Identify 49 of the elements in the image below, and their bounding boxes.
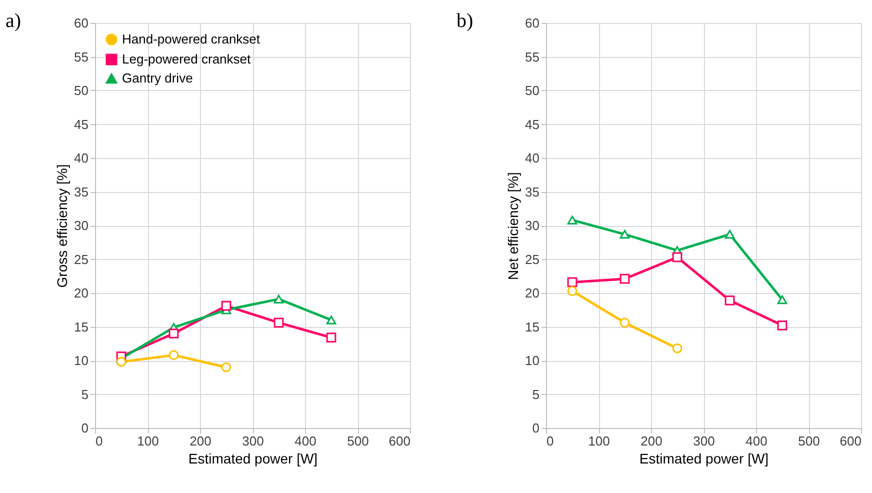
legend-label: Leg-powered crankset xyxy=(122,52,252,66)
x-tick-label: 300 xyxy=(693,434,715,448)
legend-label: Hand-powered crankset xyxy=(122,32,260,46)
y-tick-label: 60 xyxy=(74,16,88,30)
y-tick-label: 35 xyxy=(74,184,88,200)
y-tick-label: 30 xyxy=(74,218,88,233)
x-tick-label: 0 xyxy=(96,434,103,448)
y-tick-label: 30 xyxy=(525,218,540,233)
y-tick-label: 25 xyxy=(74,252,88,267)
y-tick-label: 50 xyxy=(525,83,540,98)
x-tick-label: 300 xyxy=(242,434,264,448)
chart-title: a) xyxy=(6,10,22,32)
x-tick-label: 200 xyxy=(640,434,662,448)
x-tick-label: 100 xyxy=(588,434,610,448)
x-axis-title: Estimated power [W] xyxy=(639,450,769,466)
y-tick-label: 55 xyxy=(74,49,88,64)
x-tick-label: 0 xyxy=(546,434,554,448)
y-tick-label: 50 xyxy=(74,83,88,98)
y-tick-label: 60 xyxy=(525,16,540,30)
y-tick-label: 5 xyxy=(81,386,88,402)
y-tick-label: 35 xyxy=(525,184,540,200)
x-tick-label: 400 xyxy=(294,434,316,448)
x-tick-label: 400 xyxy=(746,434,768,448)
y-axis-title: Net efficiency [%] xyxy=(505,172,522,280)
y-tick-label: 45 xyxy=(525,116,540,132)
y-tick-label: 45 xyxy=(74,116,88,132)
y-tick-label: 5 xyxy=(532,386,540,402)
y-axis-title: Gross efficiency [%] xyxy=(54,164,70,288)
y-tick-label: 0 xyxy=(81,420,88,436)
legend-label: Gantry drive xyxy=(122,70,193,86)
x-tick-label: 600 xyxy=(388,434,410,448)
x-tick-label: 600 xyxy=(840,434,862,448)
y-tick-label: 15 xyxy=(525,319,540,334)
y-tick-label: 20 xyxy=(74,286,88,300)
y-tick-label: 20 xyxy=(525,286,540,300)
chart-title: b) xyxy=(456,10,474,32)
y-tick-label: 10 xyxy=(74,353,88,368)
x-axis-title: Estimated power [W] xyxy=(188,450,318,466)
x-tick-label: 200 xyxy=(190,434,212,448)
y-tick-label: 55 xyxy=(525,49,540,64)
y-tick-label: 40 xyxy=(525,150,540,166)
y-tick-label: 25 xyxy=(525,252,540,267)
x-tick-label: 500 xyxy=(798,434,820,448)
x-tick-label: 100 xyxy=(137,434,159,448)
y-tick-label: 10 xyxy=(525,353,540,368)
y-tick-label: 0 xyxy=(532,420,540,436)
x-tick-label: 500 xyxy=(347,434,369,448)
y-tick-label: 40 xyxy=(74,150,88,166)
y-tick-label: 15 xyxy=(74,319,88,334)
